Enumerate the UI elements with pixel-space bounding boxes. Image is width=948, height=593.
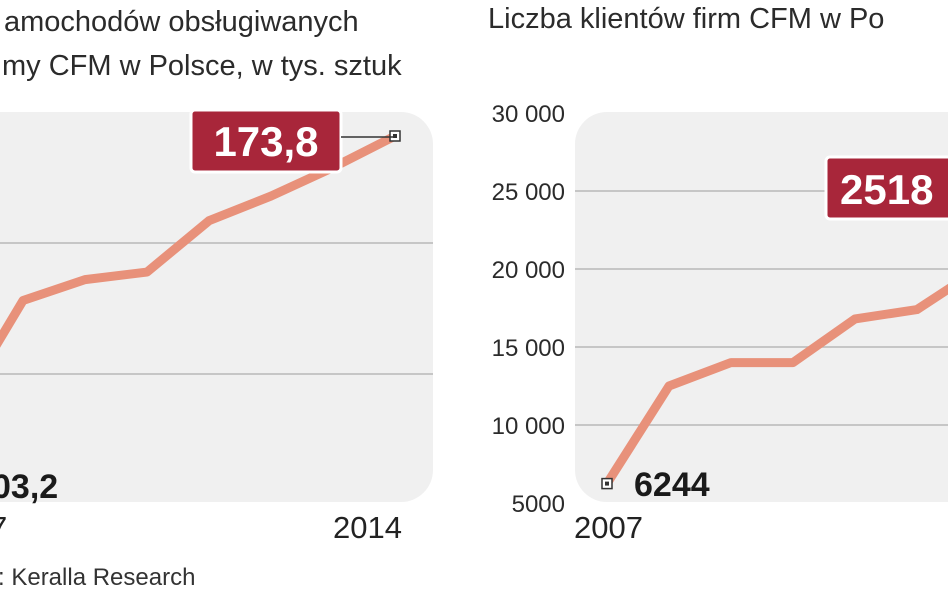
chart-right-y-tick: 15 000 xyxy=(492,335,565,362)
chart-right-callout-box xyxy=(824,155,948,221)
chart-right-start-marker-dot xyxy=(605,481,609,486)
chart-left-callout-label: 173,8 xyxy=(213,118,318,165)
chart-right-point xyxy=(790,359,796,366)
chart-left-point xyxy=(20,297,26,304)
chart-left: amochodów obsługiwanych my CFM w Polsce,… xyxy=(0,6,433,545)
chart-right-y-tick: 20 000 xyxy=(492,257,565,284)
chart-right: 30 000 25 000 20 000 15 000 10 000 5000 Liczb… xyxy=(488,3,948,545)
chart-right-callout-label: 2518 xyxy=(840,166,933,213)
chart-right-end-callout: 2518 xyxy=(824,155,948,221)
chart-left-title-line-2: my CFM w Polsce, w tys. sztuk xyxy=(2,50,402,82)
chart-left-callout-box xyxy=(189,108,343,174)
chart-left-x-tick-start: 7 xyxy=(0,510,7,545)
chart-left-point xyxy=(144,269,150,276)
chart-right-point xyxy=(852,315,858,322)
chart-right-point xyxy=(728,359,734,366)
chart-left-point xyxy=(206,217,212,224)
chart-right-y-tick: 25 000 xyxy=(492,179,565,206)
chart-left-x-tick-end: 2014 xyxy=(333,510,402,545)
chart-left-point xyxy=(82,276,88,283)
chart-right-x-tick-start: 2007 xyxy=(574,510,643,545)
chart-right-y-tick: 10 000 xyxy=(492,413,565,440)
chart-right-start-label: 6244 xyxy=(634,466,710,504)
chart-left-title-line-1: amochodów obsługiwanych xyxy=(4,6,359,38)
chart-right-title: Liczba klientów firm CFM w Po xyxy=(488,3,884,35)
chart-left-end-callout: 173,8 xyxy=(189,108,396,174)
chart-left-end-marker-dot xyxy=(393,134,397,138)
chart-left-point xyxy=(268,193,274,200)
chart-right-y-tick: 5000 xyxy=(512,491,565,518)
chart-left-start-label: 03,2 xyxy=(0,468,58,506)
chart-left-panel xyxy=(0,112,433,502)
source-note: : Keralla Research xyxy=(0,564,195,591)
chart-right-point xyxy=(666,383,672,389)
chart-right-y-tick: 30 000 xyxy=(492,101,565,128)
chart-right-point xyxy=(914,306,920,313)
